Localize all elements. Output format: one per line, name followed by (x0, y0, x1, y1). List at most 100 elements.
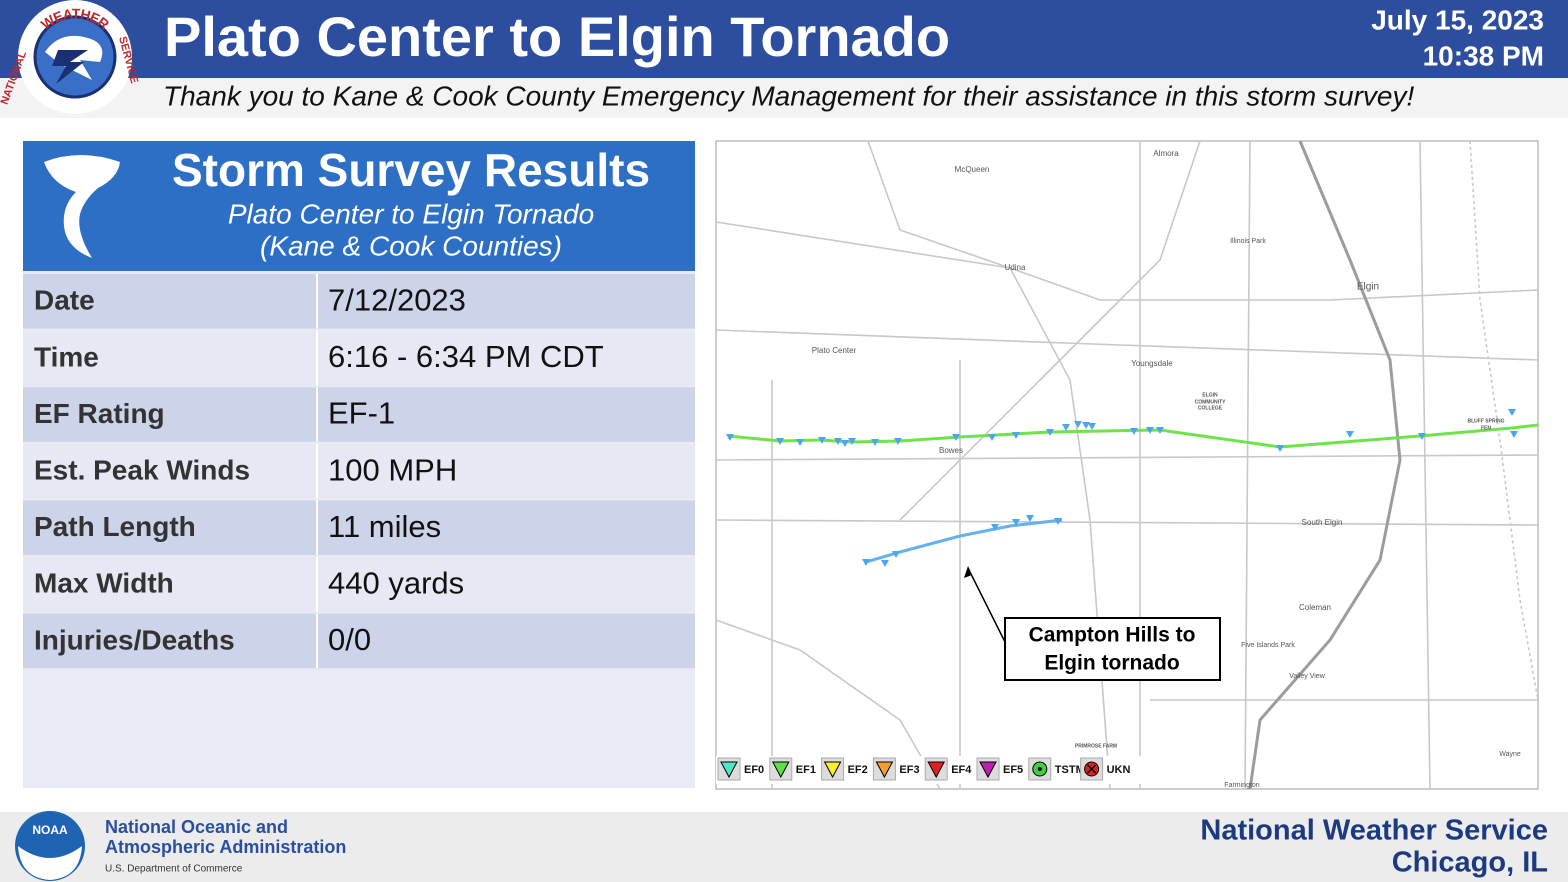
callout-line: Campton Hills to (1029, 624, 1196, 647)
noaa-text: NOAA (32, 823, 68, 837)
damage-point (894, 438, 902, 445)
table-row (23, 330, 695, 386)
place-label: Bowes (939, 446, 963, 455)
damage-point (1146, 427, 1154, 434)
legend-label: EF5 (1003, 764, 1023, 776)
noaa-logo: NOAA (15, 811, 85, 881)
legend-symbol (823, 761, 842, 779)
tornado-track-2 (865, 518, 1063, 564)
damage-point (1088, 423, 1096, 430)
damage-point (1156, 427, 1164, 434)
damage-point (988, 434, 996, 441)
legend-symbol (1037, 767, 1042, 771)
legend-symbol (927, 761, 946, 779)
legend-symbol (1087, 764, 1097, 774)
header-band (0, 0, 1568, 78)
org-line: Atmospheric Administration (105, 837, 346, 857)
panel-header (23, 141, 695, 271)
row-label: Path Length (34, 511, 196, 542)
damage-point (776, 438, 784, 445)
tornado-track-1 (727, 423, 1539, 449)
legend-label: EF0 (744, 764, 764, 776)
place-label: Plato Center (812, 346, 857, 355)
damage-point (1130, 428, 1138, 435)
page-title: Plato Center to Elgin Tornado (164, 5, 950, 68)
place-label: Coleman (1299, 603, 1331, 612)
damage-point (834, 438, 842, 445)
row-value: 100 MPH (328, 452, 457, 487)
row-value: 11 miles (328, 509, 441, 544)
damage-point (862, 559, 870, 566)
place-label: COMMUNITY (1195, 399, 1226, 405)
row-value: 7/12/2023 (328, 282, 466, 317)
place-label: McQueen (955, 165, 990, 174)
row-label: Injuries/Deaths (34, 624, 235, 655)
row-value: 6:16 - 6:34 PM CDT (328, 339, 604, 374)
tornado-icon (44, 155, 120, 258)
callout-line: Elgin tornado (1044, 652, 1179, 675)
place-label: FEN (1481, 425, 1491, 431)
damage-point (1082, 422, 1090, 429)
damage-point (892, 551, 900, 558)
panel-subtitle-line: (Kane & Cook Counties) (260, 230, 562, 261)
row-value: EF-1 (328, 396, 395, 431)
place-label: Almora (1153, 149, 1179, 158)
place-label: Valley View (1289, 673, 1325, 680)
damage-point (1054, 518, 1062, 525)
legend-label: TSTM (1055, 764, 1085, 776)
table-row (23, 387, 695, 442)
callout-box (1004, 617, 1221, 681)
row-value: 440 yards (328, 565, 464, 600)
subtitle: Thank you to Kane & Cook County Emergenc… (163, 80, 1414, 111)
damage-point (1026, 515, 1034, 522)
place-label: COLLEGE (1198, 405, 1223, 411)
callout: Campton Hills to Elgin tornado (1029, 624, 1196, 675)
damage-point (952, 434, 960, 441)
row-label: Time (34, 341, 99, 372)
place-label: Wayne (1499, 751, 1521, 758)
org-line: National Oceanic and (105, 817, 288, 837)
place-label: Five Islands Park (1241, 642, 1295, 649)
table-row (23, 443, 695, 499)
legend-symbol (771, 761, 790, 779)
row-label: Est. Peak Winds (34, 454, 250, 485)
damage-point (1510, 431, 1518, 438)
damage-point (848, 438, 856, 445)
legend-label: EF3 (899, 764, 919, 776)
row-label: EF Rating (34, 398, 165, 429)
damage-point (796, 439, 804, 446)
place-label: ELGIN (1202, 392, 1218, 398)
legend-label: EF1 (796, 764, 816, 776)
legend-symbol (875, 761, 894, 779)
callout-pointer (967, 567, 1006, 643)
damage-point (1346, 431, 1354, 438)
legend-label: UKN (1107, 764, 1131, 776)
results-table: Date 7/12/2023 Time 6:16 - 6:34 PM CDT EF Ra… (23, 274, 695, 669)
subtitle-band (0, 78, 1568, 118)
damage-point (1062, 424, 1070, 431)
place-label: South Elgin (1302, 518, 1343, 527)
place-label: PRIMROSE FARM (1075, 743, 1117, 749)
issue-date: July 15, 2023 (1371, 4, 1544, 35)
legend-label: EF2 (848, 764, 868, 776)
row-label: Max Width (34, 568, 174, 599)
department: U.S. Department of Commerce (105, 864, 243, 875)
place-label: Illinois Park (1230, 238, 1266, 245)
damage-point (841, 440, 849, 447)
office-line: National Weather Service (1200, 815, 1548, 847)
legend-symbol (720, 761, 738, 779)
table-row (23, 274, 695, 329)
damage-point (881, 560, 889, 567)
map-roads (715, 140, 1539, 790)
damage-point (1012, 519, 1020, 526)
panel-title: Storm Survey Results (172, 144, 650, 196)
legend-symbol (979, 761, 997, 779)
damage-point (726, 434, 734, 441)
damage-point (991, 524, 999, 531)
row-value: 0/0 (328, 622, 371, 657)
place-label: Farmington (1224, 782, 1260, 789)
damage-point (871, 439, 879, 446)
panel-subtitle: Plato Center to Elgin Tornado(Kane & Coo… (228, 198, 594, 261)
damage-point (1418, 433, 1426, 440)
